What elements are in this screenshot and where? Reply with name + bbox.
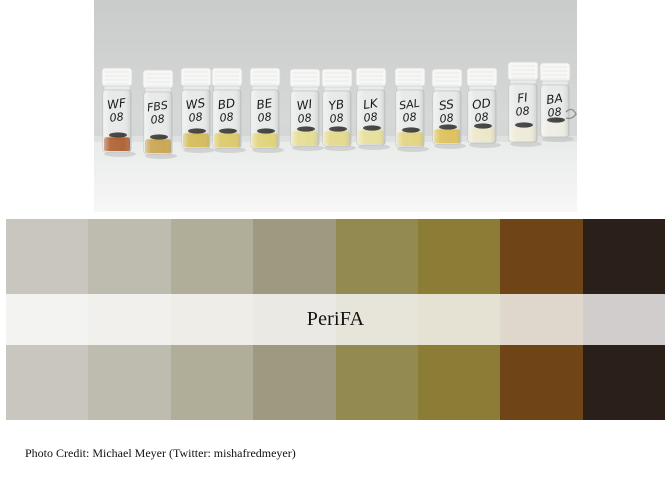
palette-name-band: PeriFA bbox=[6, 294, 665, 345]
vial-label-year: 08 bbox=[219, 110, 234, 124]
vial-label-year: 08 bbox=[439, 111, 454, 125]
vial-label-year: 08 bbox=[474, 110, 489, 124]
vial-label-top: WS bbox=[185, 96, 207, 113]
vial-label-year: 08 bbox=[150, 112, 165, 126]
vial-label-top: FBS bbox=[146, 99, 168, 115]
vial-label-top: WF bbox=[106, 96, 128, 113]
vial-label-top: FI bbox=[516, 90, 529, 105]
vial-label-top: YB bbox=[328, 97, 345, 113]
vial-label-top: OD bbox=[471, 96, 491, 112]
vial-label-top: BA bbox=[545, 91, 563, 107]
vial-label-top: LK bbox=[362, 96, 379, 112]
vial-label-top: BD bbox=[217, 96, 236, 112]
vial-label-year: 08 bbox=[257, 110, 272, 124]
vials-photo: WF 08 FBS 08 WS 08 BD 08 BE 08 WI 08 YB 08 LK 08 SAL 08 SS… bbox=[94, 0, 577, 212]
vial-label-year: 08 bbox=[329, 111, 344, 125]
vial-label-top: SAL bbox=[398, 97, 420, 113]
vial-label-year: 08 bbox=[402, 110, 417, 124]
vial-label-top: SS bbox=[438, 97, 455, 113]
vial-label-year: 08 bbox=[109, 110, 124, 124]
vial-label-top: BE bbox=[256, 96, 274, 112]
metal-clip bbox=[565, 108, 577, 120]
vial-label-top: WI bbox=[296, 97, 314, 113]
vial-label-year: 08 bbox=[188, 110, 203, 124]
vial-label-year: 08 bbox=[363, 110, 378, 124]
color-palette bbox=[6, 219, 665, 420]
palette-name: PeriFA bbox=[306, 308, 365, 330]
vials-photo-image: WF08FBS08WS08BD08BE08WI08YB08LK08SAL08SS… bbox=[94, 0, 577, 212]
vial-label-year: 08 bbox=[515, 104, 530, 118]
vial-label-year: 08 bbox=[297, 111, 312, 125]
vial-label-year: 08 bbox=[547, 105, 562, 119]
photo-credit: Photo Credit: Michael Meyer (Twitter: mi… bbox=[25, 446, 296, 460]
